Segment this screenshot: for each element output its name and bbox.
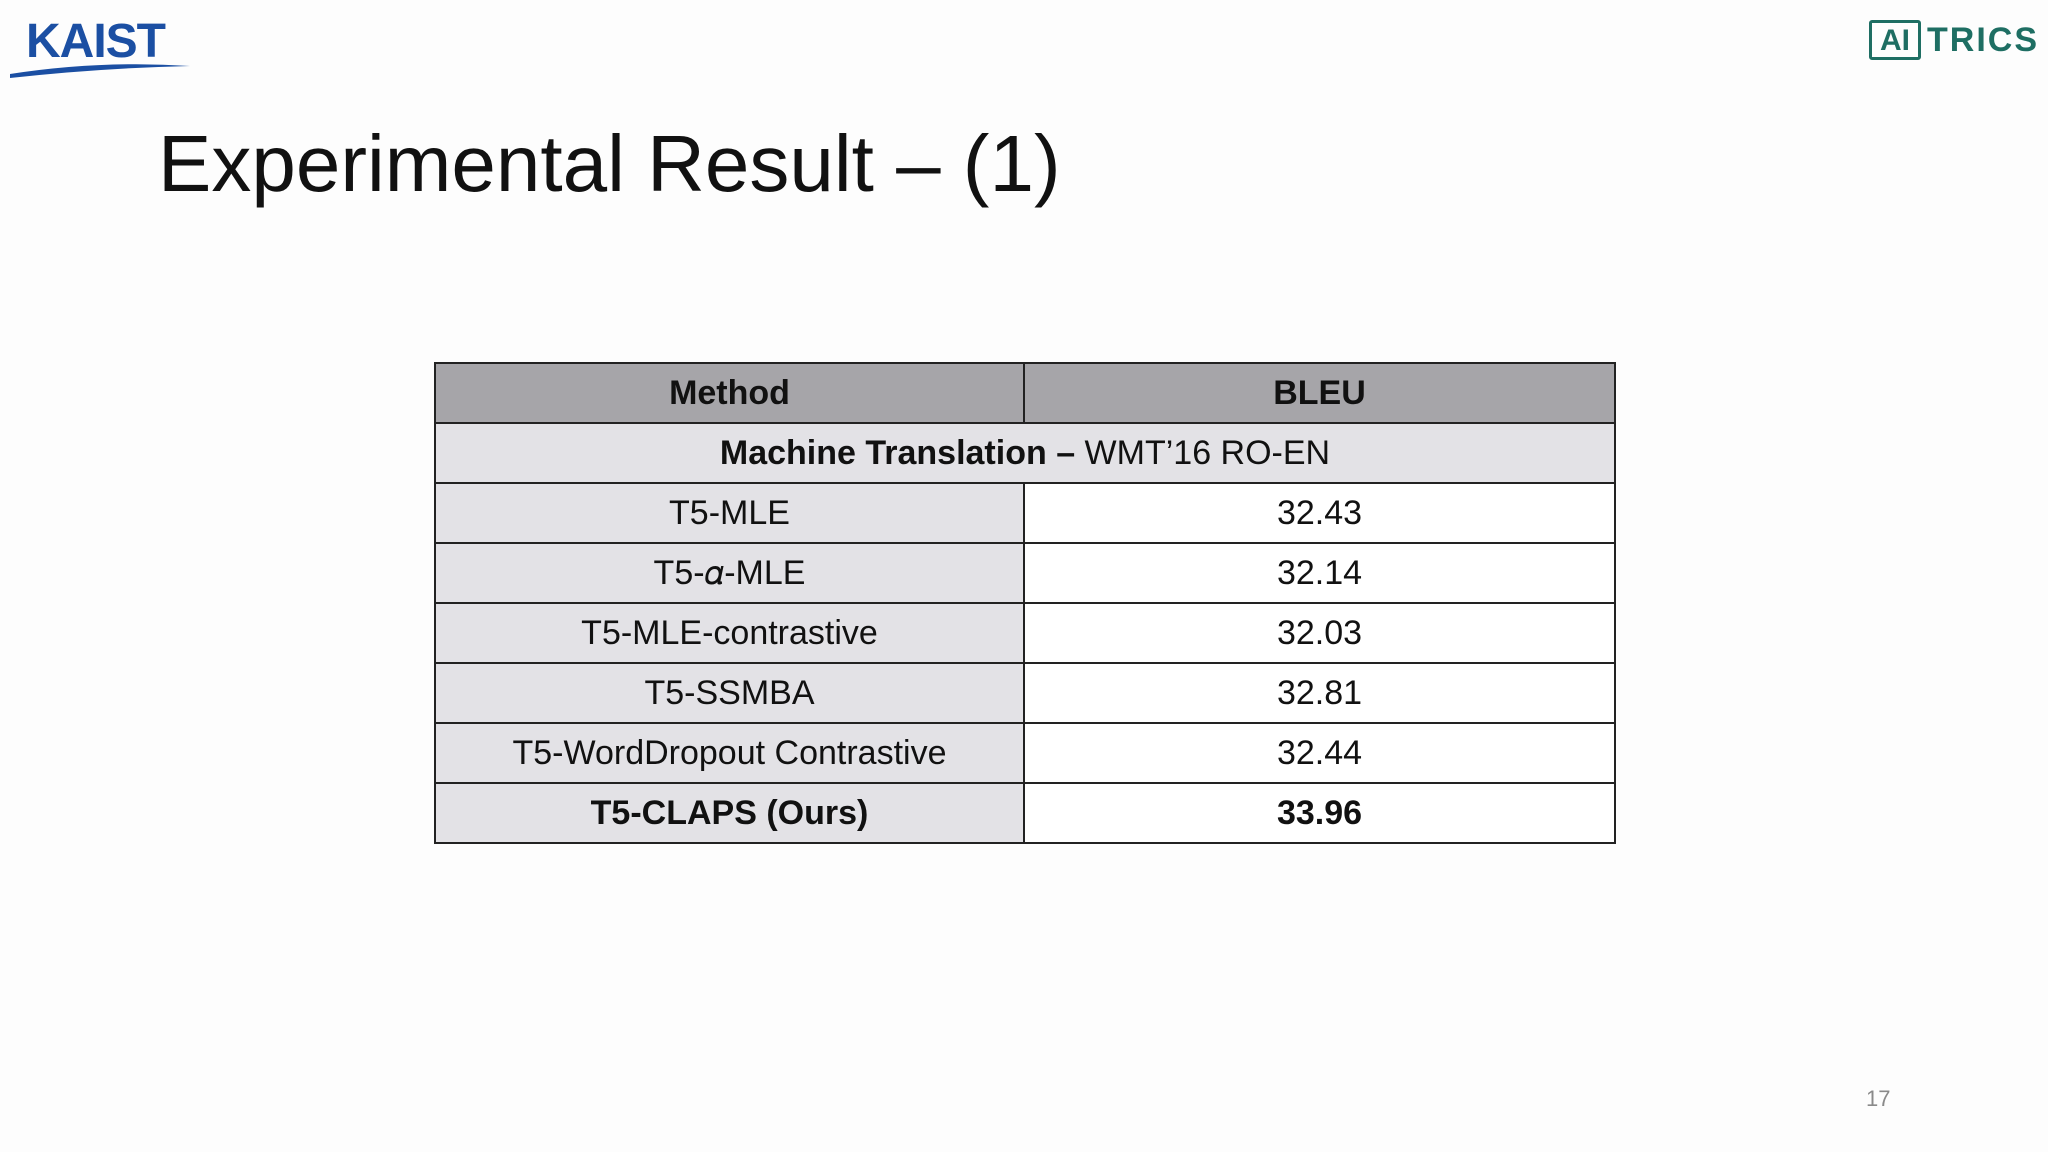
aitrics-logo-text: TRICS [1927,21,2039,59]
section-dataset: WMT’16 RO-EN [1075,433,1331,472]
kaist-logo-text: KAIST [26,15,166,68]
method-cell: T5-MLE [434,482,1025,544]
bleu-cell: 32.43 [1023,482,1616,544]
section-row: Machine Translation – WMT’16 RO-EN [434,422,1616,484]
results-table: Method BLEU Machine Translation – WMT’16… [434,362,1616,844]
section-task: Machine Translation – [719,433,1076,472]
section-cell: Machine Translation – WMT’16 RO-EN [434,422,1616,484]
table-row: T5-MLE-contrastive 32.03 [434,602,1616,664]
method-cell: T5-WordDropout Contrastive [434,722,1025,784]
method-cell: T5-SSMBA [434,662,1025,724]
kaist-logo: KAIST [10,14,190,80]
table-row: T5-𝛼-MLE 32.14 [434,542,1616,604]
slide-title: Experimental Result – (1) [158,119,1061,208]
bleu-cell: 32.81 [1023,662,1616,724]
page-number: 17 [1866,1086,1891,1111]
table-header-row: Method BLEU [434,362,1616,424]
method-cell: T5-CLAPS (Ours) [434,782,1025,844]
aitrics-logo-box: AI [1869,20,1921,60]
bleu-cell: 32.03 [1023,602,1616,664]
bleu-cell: 33.96 [1023,782,1616,844]
table-row: T5-WordDropout Contrastive 32.44 [434,722,1616,784]
method-cell: T5-𝛼-MLE [434,542,1025,604]
kaist-swoosh-icon [10,64,190,78]
bleu-cell: 32.14 [1023,542,1616,604]
table-row: T5-SSMBA 32.81 [434,662,1616,724]
table-row: T5-CLAPS (Ours) 33.96 [434,782,1616,844]
aitrics-logo: AI TRICS [1869,18,2039,66]
header-bleu: BLEU [1023,362,1616,424]
table-row: T5-MLE 32.43 [434,482,1616,544]
header-method: Method [434,362,1025,424]
bleu-cell: 32.44 [1023,722,1616,784]
method-cell: T5-MLE-contrastive [434,602,1025,664]
